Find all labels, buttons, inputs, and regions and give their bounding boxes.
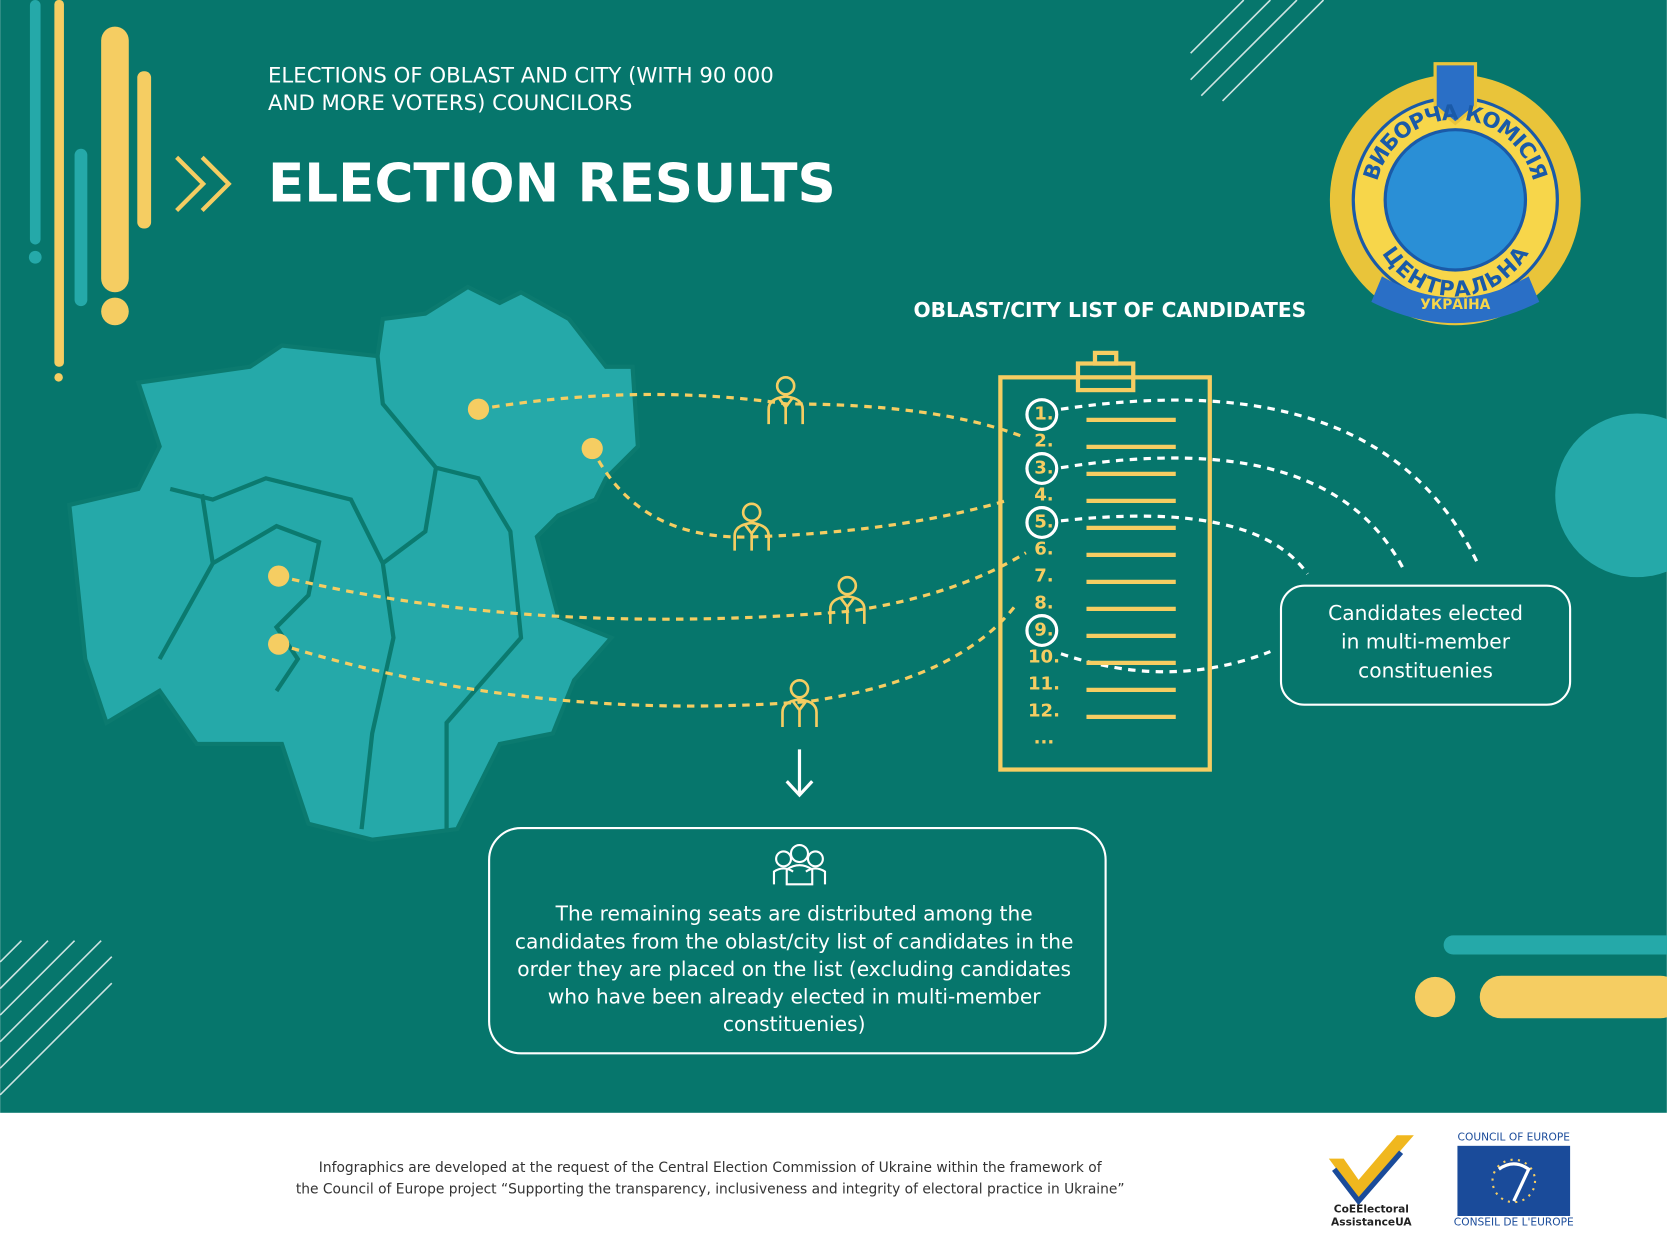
callout-text: Candidates elected xyxy=(1328,601,1523,625)
info-box xyxy=(488,826,1107,1055)
person-head xyxy=(789,678,810,699)
map xyxy=(66,284,641,842)
person-body xyxy=(781,698,818,728)
info-text: candidates from the oblast/city list of … xyxy=(515,929,1074,953)
coe-logo: COUNCIL OF EUROPE CONSEIL DE L'EUROPE xyxy=(1454,1130,1574,1228)
info-text: order they are placed on the list (exclu… xyxy=(517,957,1071,981)
selected-ring xyxy=(1025,398,1059,432)
footer-text: the Council of Europe project “Supportin… xyxy=(296,1181,1125,1197)
selected-ring xyxy=(1025,452,1059,486)
footer-bg xyxy=(0,1112,1667,1250)
list-number: 3. xyxy=(1034,458,1053,479)
map-borders xyxy=(157,355,524,830)
list-title: OBLAST/CITY LIST OF CANDIDATES xyxy=(914,298,1307,322)
list-number: 6. xyxy=(1034,539,1053,560)
list-number: 8. xyxy=(1034,593,1053,614)
person-body xyxy=(767,395,805,425)
footer-text: Infographics are developed at the reques… xyxy=(319,1160,1103,1176)
info-text: The remaining seats are distributed amon… xyxy=(555,902,1033,926)
list-number: 1. xyxy=(1034,404,1053,425)
group-icon xyxy=(772,843,827,886)
decor xyxy=(0,0,1667,1096)
callout-box xyxy=(1279,584,1572,706)
seal-ribbon: УКРАЇНА xyxy=(1420,296,1490,313)
list-number: 10. xyxy=(1028,647,1060,668)
list-number: 9. xyxy=(1034,620,1053,641)
list-number: 7. xyxy=(1034,566,1053,587)
list-number: 12. xyxy=(1028,701,1060,722)
list-number: 4. xyxy=(1034,485,1053,506)
info-text: constituenies) xyxy=(723,1012,866,1036)
person-head xyxy=(837,575,858,596)
logo-text: CoEElectoral xyxy=(1334,1203,1409,1216)
list-number: ... xyxy=(1034,728,1055,749)
selected-ring xyxy=(1025,506,1059,540)
callout-text: constituenies xyxy=(1358,658,1493,682)
person-head xyxy=(775,376,796,396)
subtitle: ELECTIONS OF OBLAST AND CITY (WITH 90 00… xyxy=(268,64,774,89)
list-number: 2. xyxy=(1034,431,1053,452)
seal: ВИБОРЧА КОМІСІЯ ЦЕНТРАЛЬНА УКРАЇНА xyxy=(1329,62,1581,326)
coe-ea-logo: CoEElectoral AssistanceUA xyxy=(1328,1135,1414,1228)
subtitle: AND MORE VOTERS) COUNCILORS xyxy=(268,91,632,116)
person-body xyxy=(733,521,770,551)
callout-text: in multi-member xyxy=(1341,630,1511,654)
logo-text: CONSEIL DE L'EUROPE xyxy=(1454,1215,1574,1228)
person-head xyxy=(741,502,762,523)
title: ELECTION RESULTS xyxy=(268,153,836,215)
clipboard xyxy=(998,350,1212,772)
person-icons xyxy=(733,376,866,728)
info-text: who have been already elected in multi-m… xyxy=(548,985,1041,1009)
selected-ring xyxy=(1025,614,1059,648)
list-number: 11. xyxy=(1028,674,1060,695)
logo-text: COUNCIL OF EUROPE xyxy=(1458,1130,1571,1143)
down-arrow xyxy=(785,749,814,798)
logo-text: AssistanceUA xyxy=(1331,1215,1412,1228)
list-number: 5. xyxy=(1034,512,1053,533)
person-body xyxy=(828,594,866,624)
